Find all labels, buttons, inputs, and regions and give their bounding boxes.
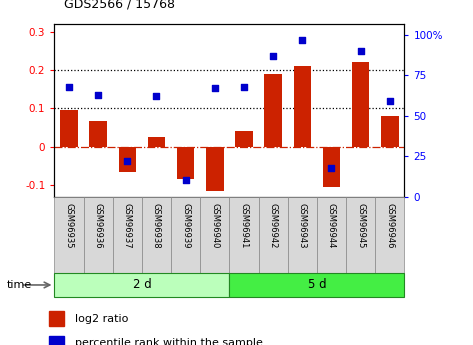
- Bar: [288, 197, 317, 273]
- Text: 2 d: 2 d: [132, 278, 151, 292]
- Bar: [54, 273, 229, 297]
- Text: GSM96937: GSM96937: [123, 203, 132, 248]
- Text: GSM96941: GSM96941: [239, 203, 248, 248]
- Point: [211, 86, 219, 91]
- Bar: [264, 74, 282, 147]
- Bar: [84, 197, 113, 273]
- Bar: [171, 197, 200, 273]
- Bar: [352, 62, 369, 147]
- Point: [298, 37, 306, 42]
- Text: GSM96945: GSM96945: [356, 203, 365, 248]
- Bar: [113, 197, 142, 273]
- Text: GSM96944: GSM96944: [327, 203, 336, 248]
- Bar: [89, 121, 107, 147]
- Point: [269, 53, 277, 59]
- Point: [182, 178, 189, 183]
- Bar: [60, 110, 78, 147]
- Text: GSM96935: GSM96935: [64, 203, 73, 248]
- Bar: [235, 131, 253, 147]
- Bar: [229, 197, 259, 273]
- Bar: [54, 197, 84, 273]
- Text: percentile rank within the sample: percentile rank within the sample: [75, 338, 263, 345]
- Text: GSM96942: GSM96942: [269, 203, 278, 248]
- Bar: [206, 147, 224, 191]
- Point: [94, 92, 102, 98]
- Bar: [200, 197, 229, 273]
- Text: GSM96946: GSM96946: [385, 203, 394, 248]
- Bar: [148, 137, 165, 147]
- Point: [65, 84, 73, 89]
- Bar: [317, 197, 346, 273]
- Point: [328, 165, 335, 170]
- Bar: [346, 197, 375, 273]
- Text: log2 ratio: log2 ratio: [75, 314, 129, 324]
- Bar: [229, 273, 404, 297]
- Point: [357, 48, 364, 54]
- Text: GSM96936: GSM96936: [94, 203, 103, 248]
- Text: time: time: [7, 280, 32, 290]
- Bar: [142, 197, 171, 273]
- Text: GDS2566 / 15768: GDS2566 / 15768: [64, 0, 175, 10]
- Point: [123, 158, 131, 164]
- Text: GSM96943: GSM96943: [298, 203, 307, 248]
- Bar: [381, 116, 399, 147]
- Point: [153, 93, 160, 99]
- Text: GSM96938: GSM96938: [152, 203, 161, 248]
- Bar: [323, 147, 340, 187]
- Bar: [49, 311, 64, 326]
- Text: 5 d: 5 d: [307, 278, 326, 292]
- Bar: [294, 66, 311, 147]
- Point: [240, 84, 248, 89]
- Bar: [119, 147, 136, 172]
- Bar: [49, 336, 64, 345]
- Bar: [375, 197, 404, 273]
- Bar: [259, 197, 288, 273]
- Bar: [177, 147, 194, 179]
- Text: GSM96939: GSM96939: [181, 203, 190, 248]
- Text: GSM96940: GSM96940: [210, 203, 219, 248]
- Point: [386, 98, 394, 104]
